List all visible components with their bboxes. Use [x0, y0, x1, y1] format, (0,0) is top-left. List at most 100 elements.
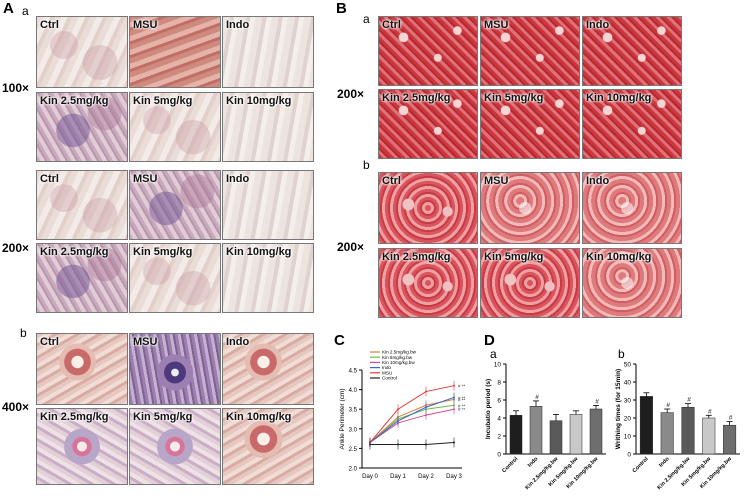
significance-mark: #: [595, 398, 599, 405]
image-label: Indo: [226, 19, 250, 31]
histology-image-ctrl-200x: Ctrl: [36, 170, 128, 240]
data-point: [425, 406, 427, 409]
image-label: Kin 5mg/kg: [484, 92, 544, 104]
series-line: [369, 398, 455, 443]
bar: [681, 406, 695, 455]
image-label: Kin 10mg/kg: [586, 251, 652, 263]
histology-image-kin25-100x: Kin 2.5mg/kg: [36, 92, 128, 162]
histology-image-b-kin5-b: Kin 5mg/kg: [480, 248, 580, 318]
bar: [569, 414, 583, 455]
legend-label: MSU: [382, 370, 392, 375]
significance-label: # **: [458, 407, 466, 412]
series-line: [370, 442, 455, 445]
histology-image-msu-200x: MSU: [129, 170, 221, 240]
image-label: Kin 5mg/kg: [484, 251, 544, 263]
image-label: Kin 2.5mg/kg: [382, 251, 451, 263]
y-tick-label: 2.0: [349, 467, 358, 473]
histology-image-ctrl-400x: Ctrl: [36, 333, 128, 405]
histology-image-b-kin10-b: Kin 10mg/kg: [582, 248, 682, 318]
image-label: Ctrl: [40, 173, 59, 185]
data-point: [453, 408, 455, 411]
data-point: [425, 414, 427, 417]
histology-image-b-ctrl-a: Ctrl: [378, 16, 478, 86]
image-label: Kin 10mg/kg: [226, 246, 292, 258]
histology-image-indo-400x: Indo: [222, 333, 314, 405]
ankle-perimeter-chart: 2.0 2.5 3.0 3.5 4.0 4.5 Day 0 Day 1 Day 2 Day 3 An…: [339, 350, 466, 480]
x-tick-label: Day 1: [390, 474, 406, 480]
image-label: Kin 2.5mg/kg: [40, 411, 109, 423]
significance-mark: #: [729, 415, 733, 422]
panel-a-sub-b: b: [20, 326, 27, 340]
histology-image-kin10-200x: Kin 10mg/kg: [222, 243, 314, 313]
data-point: [453, 396, 455, 399]
histology-image-b-msu-a: MSU: [480, 16, 580, 86]
y-tick-label: 50: [624, 362, 632, 369]
significance-label: # **: [458, 397, 466, 402]
image-label: MSU: [133, 336, 158, 348]
histology-image-b-kin25-a: Kin 2.5mg/kg: [378, 89, 478, 159]
histology-image-b-kin5-a: Kin 5mg/kg: [480, 89, 580, 159]
image-label: MSU: [484, 19, 509, 31]
panel-d-sub-b: b: [618, 347, 625, 361]
legend-label: Kin 10mg/kg.bw: [382, 360, 415, 365]
image-label: Kin 2.5mg/kg: [40, 95, 109, 107]
data-point: [369, 443, 371, 446]
bar: [549, 420, 563, 455]
histology-image-b-kin10-a: Kin 10mg/kg: [582, 89, 682, 159]
histology-image-b-indo-b: Indo: [582, 172, 682, 244]
y-tick-label: 0: [497, 452, 501, 459]
series-line: [369, 385, 455, 443]
bar: [589, 408, 603, 455]
series-line: [369, 408, 455, 443]
x-tick-label: Day 2: [418, 474, 434, 480]
image-label: Kin 5mg/kg: [133, 95, 193, 107]
image-label: MSU: [484, 175, 509, 187]
bar: [529, 406, 543, 455]
histology-image-kin5-400x: Kin 5mg/kg: [129, 408, 221, 485]
y-tick-label: 4.0: [349, 388, 358, 394]
significance-label: # **: [458, 395, 466, 400]
image-label: Indo: [226, 173, 250, 185]
y-tick-label: 6: [497, 398, 501, 405]
panel-b-letter: B: [336, 0, 347, 17]
y-tick-label: 2: [497, 434, 501, 441]
panel-c-letter: C: [334, 332, 345, 349]
panel-a-letter: A: [3, 0, 14, 17]
histology-image-b-ctrl-b: Ctrl: [378, 172, 478, 244]
panel-b-sub-b: b: [363, 158, 370, 172]
data-point: [397, 408, 399, 411]
histology-image-b-kin25-b: Kin 2.5mg/kg: [378, 248, 478, 318]
y-tick-label: 3.5: [349, 408, 358, 414]
significance-mark: #: [666, 402, 670, 409]
image-label: Kin 2.5mg/kg: [40, 246, 109, 258]
y-tick-label: 8: [497, 380, 501, 387]
significance-mark: #: [535, 394, 539, 401]
histology-image-kin10-100x: Kin 10mg/kg: [222, 92, 314, 162]
histology-image-ctrl-100x: Ctrl: [36, 16, 128, 88]
image-label: MSU: [133, 19, 158, 31]
image-label: Ctrl: [40, 336, 59, 348]
image-label: Indo: [586, 175, 610, 187]
y-tick-label: 10: [494, 362, 502, 369]
histology-image-b-msu-b: MSU: [480, 172, 580, 244]
y-tick-label: 40: [624, 380, 632, 387]
data-point: [453, 384, 455, 387]
bar: [723, 424, 737, 455]
legend-label: Kin 2.5mg/kg.bw: [382, 350, 417, 355]
panel-d-sub-a: a: [490, 347, 497, 361]
panel-a-mag-400: 400×: [2, 400, 30, 414]
image-label: Kin 5mg/kg: [133, 411, 193, 423]
bar: [660, 412, 674, 455]
x-tick-label: Indo: [658, 456, 671, 469]
histology-image-msu-100x: MSU: [129, 16, 221, 88]
significance-label: # **: [458, 403, 466, 408]
data-point: [397, 419, 399, 422]
bar: [702, 417, 716, 455]
panel-b-sub-a: a: [363, 12, 370, 26]
histology-image-b-indo-a: Indo: [582, 16, 682, 86]
legend-label: Kin 5mg/kg.bw: [382, 355, 413, 360]
data-point: [425, 390, 427, 393]
x-tick-label: Day 0: [362, 474, 378, 480]
